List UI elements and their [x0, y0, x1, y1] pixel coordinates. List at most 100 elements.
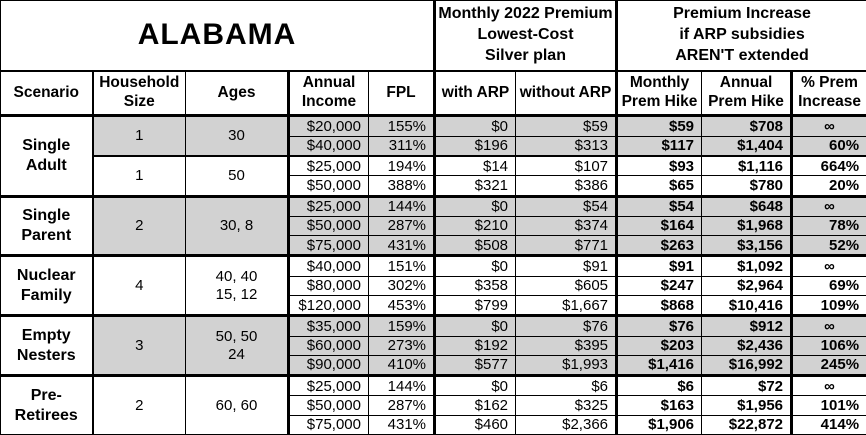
cell-without-arp: $395 [515, 335, 618, 356]
cell-with-arp: $14 [433, 155, 517, 177]
cell-without-arp: $76 [515, 314, 618, 337]
cell-annual-income: $90,000 [287, 354, 369, 377]
table-row: $50,000 287% $210 $374 $164 $1,968 78% [1, 215, 866, 237]
scenario-cell: Pre- Retirees [0, 374, 93, 435]
scenario-cell: Single Parent [0, 194, 93, 257]
cell-with-arp: $0 [433, 314, 517, 337]
cell-pct-increase: 20% [790, 175, 866, 197]
cell-with-arp: $162 [433, 395, 517, 416]
cell-with-arp: $0 [433, 194, 517, 217]
column-header-pct-increase: % Prem Increase [790, 69, 866, 118]
cell-with-arp: $799 [433, 294, 517, 317]
cell-without-arp: $1,667 [515, 294, 618, 317]
cell-monthly-hike: $76 [615, 314, 703, 337]
cell-without-arp: $325 [515, 395, 618, 416]
cell-without-arp: $374 [515, 215, 618, 237]
cell-monthly-hike: $1,906 [615, 414, 703, 435]
cell-with-arp: $321 [433, 175, 517, 197]
cell-annual-income: $50,000 [287, 215, 369, 237]
title-row: ALABAMA Monthly 2022 Premium Lowest-Cost… [0, 0, 866, 72]
cell-monthly-hike: $247 [615, 275, 703, 296]
cell-with-arp: $196 [433, 135, 517, 157]
ages-cell: 50, 50 24 [185, 314, 289, 377]
cell-fpl: 410% [367, 354, 436, 377]
ages-cell: 30 [185, 115, 289, 157]
cell-without-arp: $6 [515, 374, 618, 397]
column-header-without-arp: without ARP [515, 69, 618, 118]
table-row: $40,000 311% $196 $313 $117 $1,404 60% [1, 135, 866, 157]
cell-without-arp: $771 [515, 235, 618, 257]
cell-with-arp: $0 [433, 254, 517, 277]
cell-without-arp: $2,366 [515, 414, 618, 435]
table-row: $90,000 410% $577 $1,993 $1,416 $16,992 245% [1, 354, 866, 377]
cell-pct-increase: ∞ [790, 254, 866, 277]
cell-without-arp: $1,993 [515, 354, 618, 377]
cell-with-arp: $508 [433, 235, 517, 257]
cell-monthly-hike: $59 [615, 115, 703, 137]
column-header-monthly-hike: Monthly Prem Hike [615, 69, 703, 118]
cell-monthly-hike: $868 [615, 294, 703, 317]
cell-monthly-hike: $163 [615, 395, 703, 416]
cell-with-arp: $210 [433, 215, 517, 237]
cell-annual-income: $75,000 [287, 235, 369, 257]
table-row: $75,000 431% $460 $2,366 $1,906 $22,872 414% [1, 414, 866, 435]
cell-pct-increase: 69% [790, 275, 866, 296]
table-row: Single Adult 1 30 $20,000 155% $0 $59 $59 $708 ∞ [0, 115, 866, 197]
cell-pct-increase: 245% [790, 354, 866, 377]
cell-monthly-hike: $65 [615, 175, 703, 197]
household-size-cell: 3 [91, 314, 186, 377]
cell-monthly-hike: $117 [615, 135, 703, 157]
cell-monthly-hike: $91 [615, 254, 703, 277]
column-header-with-arp: with ARP [433, 69, 517, 118]
household-size-cell: 4 [91, 254, 186, 317]
column-header-annual-income: Annual Income [287, 69, 369, 118]
cell-with-arp: $0 [433, 374, 517, 397]
cell-fpl: 302% [367, 275, 436, 296]
cell-annual-income: $60,000 [287, 335, 369, 356]
column-header-fpl: FPL [367, 69, 436, 118]
column-header-household-size: Household Size [91, 69, 186, 118]
cell-fpl: 159% [367, 314, 436, 337]
cell-annual-hike: $2,436 [701, 335, 793, 356]
column-header-scenario: Scenario [0, 69, 93, 118]
cell-annual-income: $120,000 [287, 294, 369, 317]
cell-annual-hike: $1,956 [701, 395, 793, 416]
cell-annual-income: $35,000 [287, 314, 369, 337]
cell-pct-increase: ∞ [790, 194, 866, 217]
cell-fpl: 431% [367, 414, 436, 435]
cell-without-arp: $59 [515, 115, 618, 137]
cell-monthly-hike: $93 [615, 155, 703, 177]
cell-annual-income: $25,000 [287, 374, 369, 397]
cell-fpl: 151% [367, 254, 436, 277]
cell-fpl: 388% [367, 175, 436, 197]
cell-annual-income: $50,000 [287, 395, 369, 416]
table-body: Single Adult 1 30 $20,000 155% $0 $59 $59 $708 ∞ $… [0, 115, 866, 435]
cell-with-arp: $358 [433, 275, 517, 296]
cell-monthly-hike: $6 [615, 374, 703, 397]
table-row: $50,000 388% $321 $386 $65 $780 20% [1, 175, 866, 197]
cell-annual-hike: $16,992 [701, 354, 793, 377]
scenario-cell: Single Adult [0, 115, 93, 197]
cell-monthly-hike: $263 [615, 235, 703, 257]
cell-annual-hike: $1,116 [701, 155, 793, 177]
cell-monthly-hike: $203 [615, 335, 703, 356]
cell-annual-income: $25,000 [287, 155, 369, 177]
cell-annual-hike: $648 [701, 194, 793, 217]
cell-annual-hike: $10,416 [701, 294, 793, 317]
cell-fpl: 273% [367, 335, 436, 356]
household-size-cell: 1 [91, 154, 186, 197]
table-row: Pre- Retirees 2 60, 60 $25,000 144% $0 $6 $6 $72… [0, 374, 866, 435]
household-size-cell: 2 [91, 374, 186, 435]
table-head: ALABAMA Monthly 2022 Premium Lowest-Cost… [0, 0, 866, 118]
household-size-cell: 1 [91, 115, 186, 157]
cell-with-arp: $460 [433, 414, 517, 435]
cell-fpl: 311% [367, 135, 436, 157]
cell-pct-increase: 664% [790, 155, 866, 177]
column-header-row: Scenario Household Size Ages Annual Inco… [0, 69, 866, 118]
cell-with-arp: $0 [433, 115, 517, 137]
table-row: 1 50 $25,000 194% $14 $107 $93 $1,116 664% [1, 154, 866, 197]
table-row: $80,000 302% $358 $605 $247 $2,964 69% [1, 275, 866, 296]
cell-annual-hike: $1,968 [701, 215, 793, 237]
cell-without-arp: $54 [515, 194, 618, 217]
